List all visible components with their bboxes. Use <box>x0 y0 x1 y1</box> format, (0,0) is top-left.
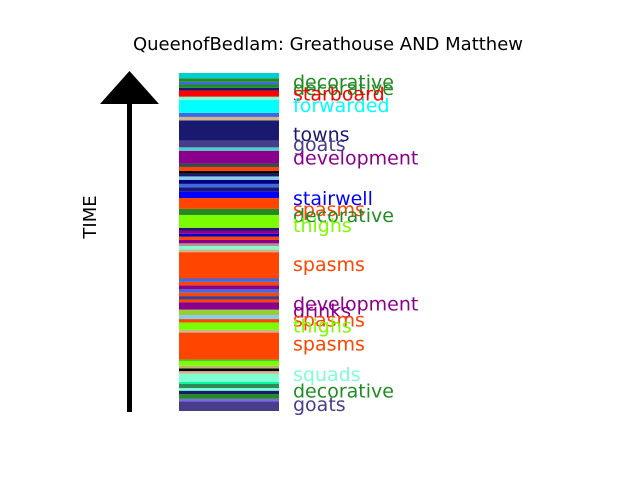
chart-title: QueenofBedlam: Greathouse AND Matthew <box>133 34 523 55</box>
timeline-band <box>179 296 279 300</box>
time-arrow-head-icon <box>100 71 159 104</box>
timeline-band <box>179 329 279 333</box>
timeline-band <box>179 112 279 117</box>
timeline-band <box>179 289 279 293</box>
timeline-label: forwarded <box>293 95 390 117</box>
timeline-band <box>179 236 279 240</box>
timeline-band <box>179 388 279 391</box>
timeline-band <box>179 87 279 91</box>
timeline-band <box>179 359 279 361</box>
timeline-band <box>179 383 279 389</box>
timeline-band <box>179 176 279 180</box>
timeline-label: towns <box>293 124 350 146</box>
timeline-band <box>179 81 279 85</box>
timeline-labels: decorativedecorativestarboardforwardedto… <box>293 71 418 416</box>
timeline-label: spasms <box>293 310 365 332</box>
timeline-band <box>179 371 279 374</box>
timeline-label: spasms <box>293 333 365 355</box>
timeline-band <box>179 401 279 411</box>
timeline-band <box>179 171 279 174</box>
timeline-band <box>179 390 279 395</box>
timeline-label: decorative <box>293 205 394 227</box>
timeline-band <box>179 360 279 366</box>
timeline-band <box>179 394 279 399</box>
timeline-band <box>179 166 279 172</box>
timeline-band <box>179 147 279 151</box>
timeline-label: starboard <box>293 83 385 105</box>
timeline-label: development <box>293 148 418 170</box>
timeline-label: development <box>293 294 418 316</box>
timeline-band <box>179 90 279 97</box>
timeline-label: stairwell <box>293 188 373 210</box>
timeline-band <box>179 140 279 148</box>
time-axis-label: TIME <box>80 195 101 239</box>
timeline-band <box>179 120 279 141</box>
timeline-label: squads <box>293 364 361 386</box>
timeline-band <box>179 252 279 275</box>
timeline-band <box>179 198 279 209</box>
timeline-band <box>179 278 279 282</box>
timeline-band <box>179 285 279 290</box>
timeline-band <box>179 274 279 279</box>
timeline-band <box>179 322 279 330</box>
timeline-band <box>179 78 279 82</box>
timeline-band <box>179 319 279 323</box>
timeline-band <box>179 239 279 244</box>
timeline-band <box>179 315 279 320</box>
timeline-band <box>179 332 279 360</box>
timeline-label: decorative <box>293 78 394 100</box>
time-arrow-shaft <box>127 100 132 412</box>
timeline-band <box>179 73 279 79</box>
timeline-band <box>179 373 279 382</box>
timeline-band <box>179 96 279 101</box>
timeline-band <box>179 381 279 384</box>
timeline-band <box>179 365 279 369</box>
timeline-label: drinks <box>293 301 351 323</box>
timeline-bands <box>179 73 279 411</box>
timeline-band <box>179 179 279 184</box>
timeline-band <box>179 214 279 228</box>
timeline-band <box>179 84 279 88</box>
timeline-band <box>179 100 279 113</box>
timeline-label: decorative <box>293 381 394 403</box>
timeline-label: goats <box>293 394 346 416</box>
timeline-band <box>179 116 279 121</box>
timeline-band <box>179 183 279 188</box>
timeline-label: thighs <box>293 315 352 337</box>
timeline-band <box>179 299 279 303</box>
timeline-band <box>179 163 279 167</box>
timeline-band <box>179 292 279 297</box>
timeline-band <box>179 233 279 237</box>
time-arrow <box>100 71 159 412</box>
timeline-band <box>179 230 279 234</box>
timeline-label: decorative <box>293 71 394 93</box>
timeline-band <box>179 191 279 199</box>
timeline-band <box>179 150 279 164</box>
timeline-band <box>179 368 279 372</box>
timeline-band <box>179 208 279 215</box>
timeline-band <box>179 246 279 250</box>
timeline-label: spasms <box>293 199 365 221</box>
timeline-band <box>179 173 279 177</box>
timeline-band <box>179 249 279 253</box>
timeline-label: spasms <box>293 254 365 276</box>
timeline-label: goats <box>293 134 346 156</box>
timeline-band <box>179 302 279 310</box>
timeline-band <box>179 227 279 231</box>
timeline-label: thighs <box>293 215 352 237</box>
timeline-band <box>179 187 279 192</box>
timeline-band <box>179 243 279 247</box>
timeline-band <box>179 398 279 402</box>
timeline-band <box>179 281 279 286</box>
timeline-band <box>179 309 279 316</box>
